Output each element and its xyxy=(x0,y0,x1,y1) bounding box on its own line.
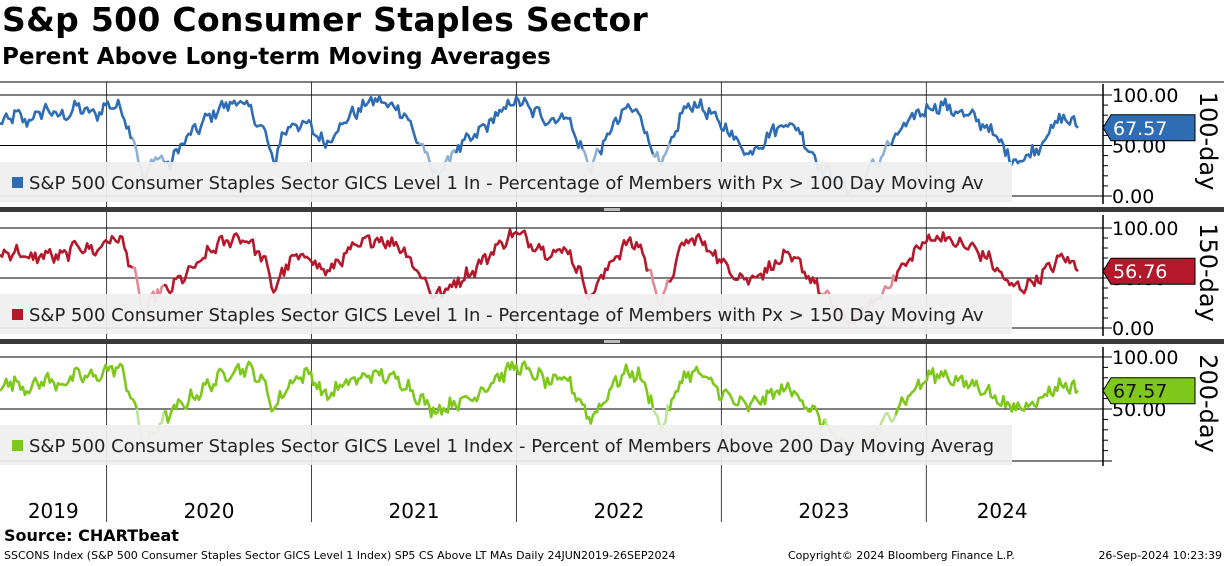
legend-swatch-100day xyxy=(12,177,23,188)
series-line-100day xyxy=(668,98,819,165)
series-line-100day xyxy=(163,94,420,171)
source-label: Source: CHARTbeat xyxy=(4,526,179,545)
last-value-tag-150day xyxy=(1102,257,1196,285)
last-value-label-200day: 67.57 xyxy=(1113,381,1167,403)
ytick-label: 100.00 xyxy=(1112,218,1178,240)
panel-name-200day: 200-day xyxy=(1194,354,1222,453)
series-line-100day xyxy=(597,103,655,156)
panel-100day: S&P 500 Consumer Staples Sector GICS Lev… xyxy=(0,84,1222,208)
chart-subtitle: Perent Above Long-term Moving Averages xyxy=(2,44,551,70)
legend-box-150day xyxy=(0,294,1012,334)
series-line-150day xyxy=(163,228,650,301)
series-line-200day xyxy=(894,367,1079,416)
legend-text-150day: S&P 500 Consumer Staples Sector GICS Lev… xyxy=(29,305,984,326)
series-line-150day xyxy=(0,234,134,269)
series-line-100day xyxy=(0,98,133,140)
legend-text-100day: S&P 500 Consumer Staples Sector GICS Lev… xyxy=(29,173,984,194)
legend-box-100day xyxy=(0,162,1012,202)
ytick-label: 50.00 xyxy=(1112,399,1166,421)
ytick-label: 100.00 xyxy=(1112,347,1178,369)
series-line-100day xyxy=(890,97,1079,166)
series-line-100day xyxy=(454,95,584,154)
panel-name-100day: 100-day xyxy=(1194,92,1222,191)
xtick-label-2024: 2024 xyxy=(977,499,1028,523)
series-line-150day xyxy=(668,233,822,296)
xtick-label-2021: 2021 xyxy=(389,499,440,523)
divider-1-grip xyxy=(604,208,620,211)
xtick-label-2022: 2022 xyxy=(593,499,644,523)
legend-text-200day: S&P 500 Consumer Staples Sector GICS Lev… xyxy=(29,436,994,457)
footer-timestamp: 26-Sep-2024 10:23:39 xyxy=(1098,549,1222,562)
footer-index-description: SSCONS Index (S&P 500 Consumer Staples S… xyxy=(4,549,676,562)
series-line-200day xyxy=(668,365,827,430)
xtick-label-2019: 2019 xyxy=(28,499,79,523)
series-line-200day xyxy=(163,360,655,425)
panel-150day: S&P 500 Consumer Staples Sector GICS Lev… xyxy=(0,215,1222,340)
ytick-label: 0.00 xyxy=(1112,318,1154,340)
last-value-tag-200day xyxy=(1102,377,1196,405)
ytick-label: 100.00 xyxy=(1112,85,1178,107)
xtick-label-2020: 2020 xyxy=(184,499,235,523)
xtick-label-2023: 2023 xyxy=(798,499,849,523)
chart-title: S&p 500 Consumer Staples Sector xyxy=(2,0,649,39)
panel-name-150day: 150-day xyxy=(1194,223,1222,322)
last-value-label-150day: 56.76 xyxy=(1113,261,1167,283)
divider-2-grip xyxy=(604,340,620,343)
legend-swatch-200day xyxy=(12,440,23,451)
ytick-label: 0.00 xyxy=(1112,186,1154,208)
panel-200day: S&P 500 Consumer Staples Sector GICS Lev… xyxy=(0,347,1222,466)
footer-copyright: Copyright© 2024 Bloomberg Finance L.P. xyxy=(788,549,1015,562)
legend-swatch-150day xyxy=(12,309,23,320)
legend-box-200day xyxy=(0,425,1012,465)
series-line-150day xyxy=(894,231,1079,295)
last-value-tag-100day xyxy=(1102,114,1196,142)
last-value-label-100day: 67.57 xyxy=(1113,118,1167,140)
series-line-200day xyxy=(0,362,139,410)
